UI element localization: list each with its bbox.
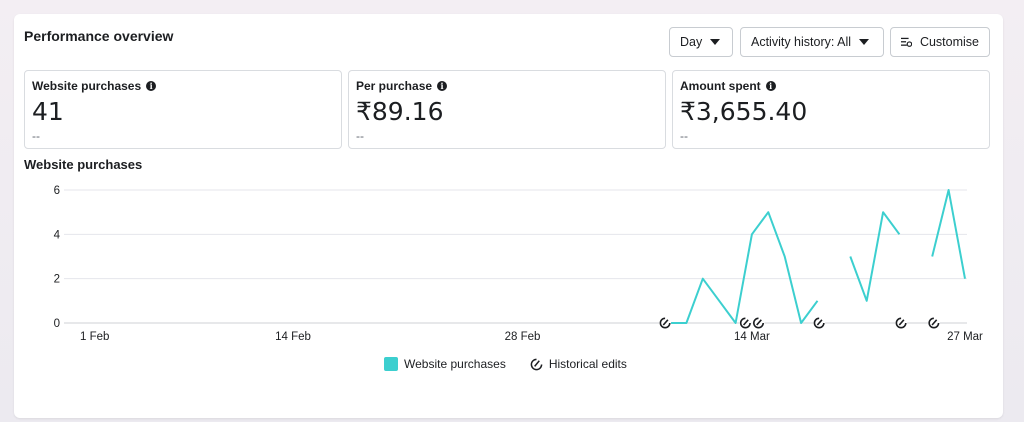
- chart-title: Website purchases: [24, 157, 143, 172]
- legend-swatch: [384, 357, 398, 371]
- customise-icon: [901, 37, 912, 47]
- metric-value: ₹89.16: [356, 97, 444, 126]
- chart-legend: Website purchases Historical edits: [384, 357, 627, 371]
- legend-item-website-purchases[interactable]: Website purchases: [384, 357, 506, 371]
- metric-comparison: --: [32, 129, 40, 143]
- customise-label: Customise: [919, 35, 979, 49]
- metric-label: Amount spent: [680, 79, 761, 93]
- metric-amount-spent[interactable]: Amount spent i ₹3,655.40 --: [672, 70, 990, 149]
- activity-history-label: Activity history: All: [751, 35, 852, 49]
- legend-label: Historical edits: [548, 357, 627, 371]
- card-title: Performance overview: [24, 28, 174, 44]
- legend-item-historical-edits[interactable]: Historical edits: [530, 357, 627, 371]
- metric-per-purchase[interactable]: Per purchase i ₹89.16 --: [348, 70, 666, 149]
- metric-label: Website purchases: [32, 79, 142, 93]
- historical-edit-marker[interactable]: [739, 317, 752, 329]
- historical-edit-marker[interactable]: [813, 317, 826, 329]
- metric-label: Per purchase: [356, 79, 433, 93]
- legend-label: Website purchases: [404, 357, 506, 371]
- x-tick-label: 28 Feb: [505, 331, 541, 343]
- info-icon[interactable]: i: [765, 81, 776, 91]
- historical-edit-icon: [530, 358, 543, 370]
- y-tick-label: 4: [54, 229, 61, 241]
- x-tick-label: 27 Mar: [947, 331, 983, 343]
- metric-value: ₹3,655.40: [680, 97, 808, 126]
- info-icon[interactable]: i: [146, 81, 157, 91]
- series-line: [849, 211, 901, 302]
- historical-edit-marker[interactable]: [752, 317, 765, 329]
- y-tick-label: 6: [54, 185, 60, 197]
- caret-down-icon: [859, 39, 870, 45]
- x-tick-label: 14 Mar: [734, 331, 770, 343]
- series-line: [670, 211, 819, 324]
- website-purchases-chart: 0 2 4 6 1 Feb 14 Feb 28 Feb 14 Mar 27 Mar: [54, 185, 983, 343]
- caret-down-icon: [710, 39, 721, 45]
- y-tick-label: 0: [54, 318, 60, 330]
- activity-history-dropdown[interactable]: Activity history: All: [740, 27, 884, 57]
- metric-value: 41: [32, 97, 64, 126]
- metric-comparison: --: [356, 129, 364, 143]
- info-icon[interactable]: i: [437, 81, 448, 91]
- customise-button[interactable]: Customise: [890, 27, 990, 57]
- y-tick-label: 2: [54, 274, 60, 286]
- performance-overview-card: Performance overview Day Activity histor…: [14, 14, 1003, 418]
- day-dropdown[interactable]: Day: [669, 27, 733, 57]
- historical-edit-marker[interactable]: [659, 317, 672, 329]
- metric-comparison: --: [680, 129, 688, 143]
- series-line: [931, 189, 966, 279]
- day-dropdown-label: Day: [680, 35, 703, 49]
- x-tick-label: 14 Feb: [275, 331, 311, 343]
- historical-edit-marker[interactable]: [927, 317, 940, 329]
- historical-edit-marker[interactable]: [895, 317, 908, 329]
- x-tick-label: 1 Feb: [80, 331, 109, 343]
- metric-website-purchases[interactable]: Website purchases i 41 --: [24, 70, 342, 149]
